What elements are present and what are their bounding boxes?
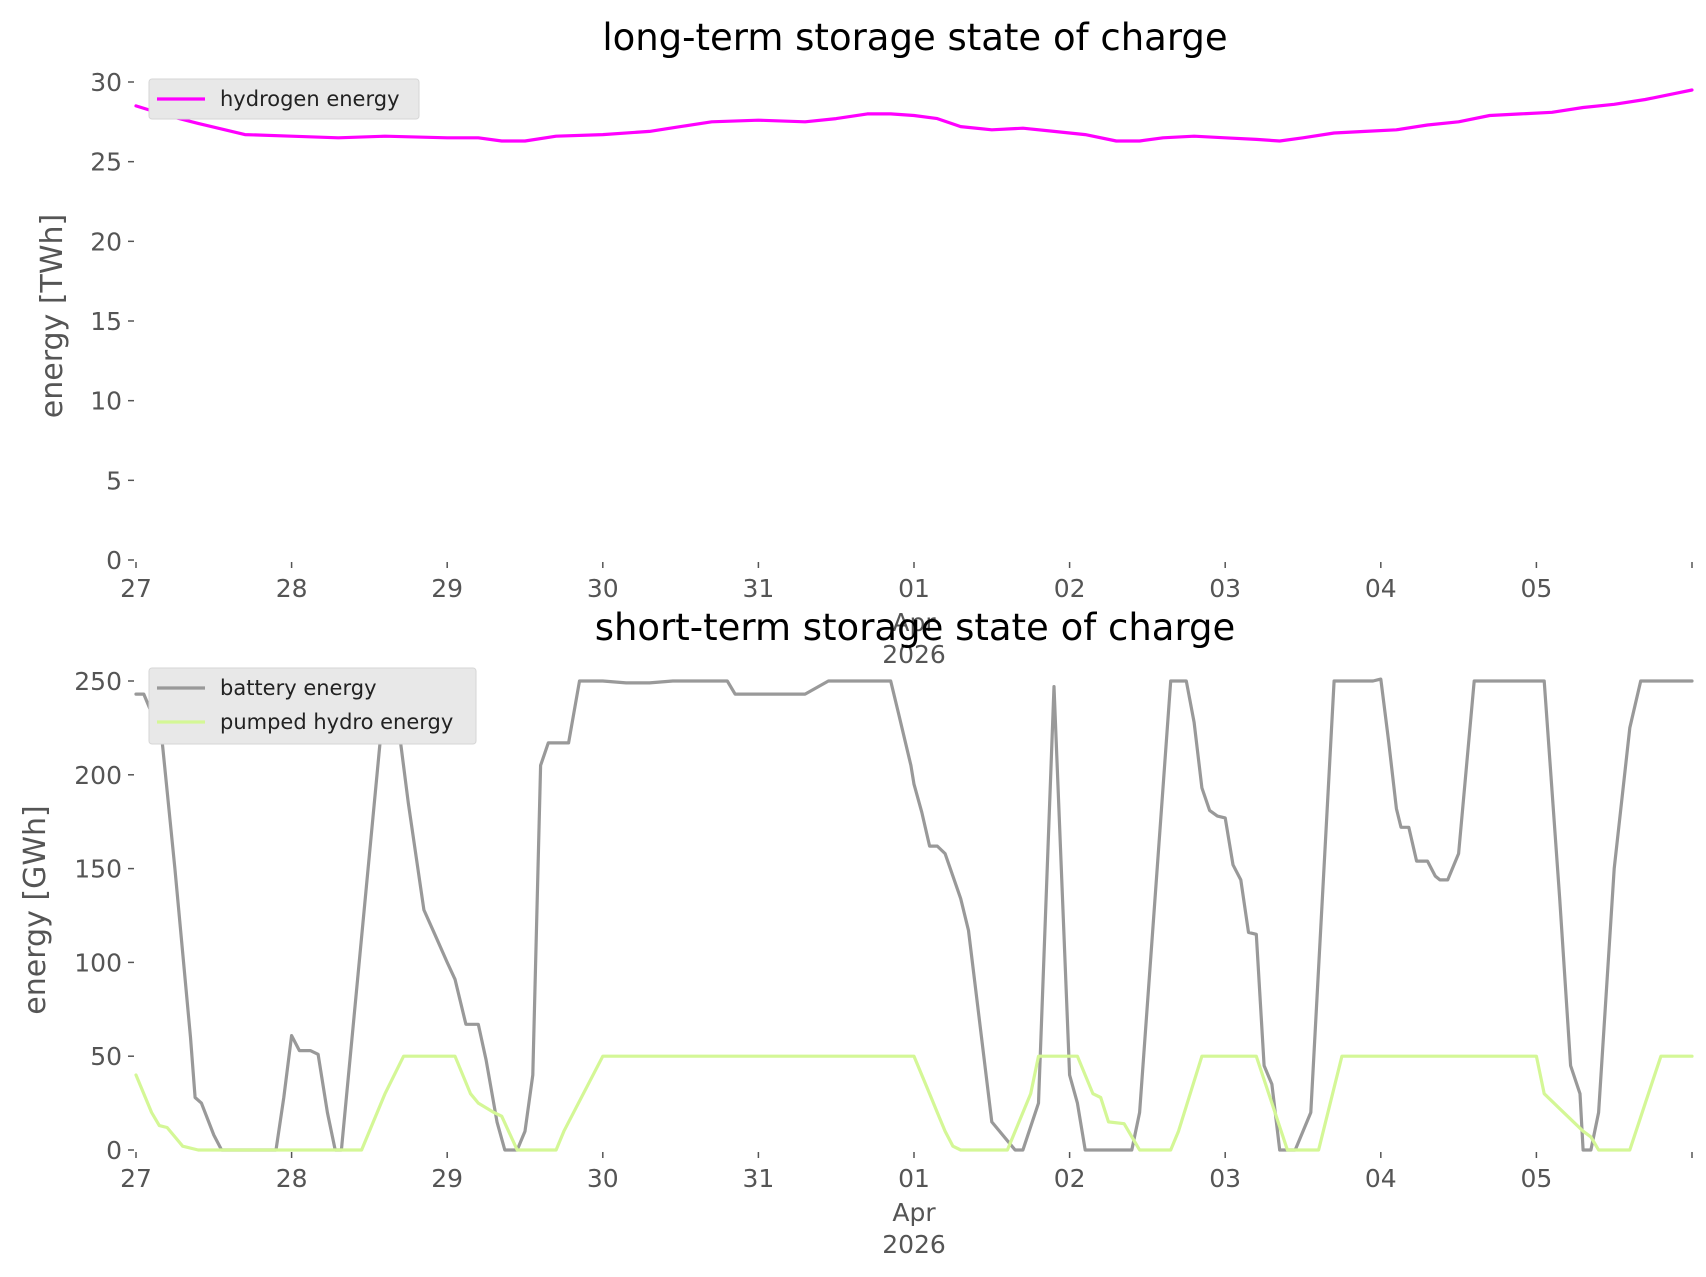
x-tick-label: 27 <box>120 1164 152 1193</box>
x-tick-month-label: Apr <box>892 1198 936 1227</box>
x-tick-label: 28 <box>276 1164 308 1193</box>
legend-label: hydrogen energy <box>220 87 400 111</box>
legend: battery energy pumped hydro energy <box>148 667 477 745</box>
x-tick-label: 29 <box>431 1164 463 1193</box>
x-tick-label: 30 <box>587 1164 619 1193</box>
x-tick-month-label: Apr <box>892 608 936 637</box>
short-term-storage-chart: short-term storage state of charge energ… <box>18 606 1694 1259</box>
x-tick-label: 05 <box>1520 574 1552 603</box>
x-tick-label: 03 <box>1209 1164 1241 1193</box>
x-tick-label: 31 <box>742 574 774 603</box>
y-tick-label: 10 <box>90 387 122 416</box>
x-tick-label: 27 <box>120 574 152 603</box>
y-axis-label: energy [GWh] <box>18 805 53 1014</box>
x-tick-label: 04 <box>1365 1164 1397 1193</box>
y-tick-label: 50 <box>90 1042 122 1071</box>
x-tick-label: 28 <box>276 574 308 603</box>
y-tick-label: 0 <box>106 546 122 575</box>
legend-box <box>148 667 477 745</box>
y-ticks: 0 50 100 150 200 250 <box>74 667 134 1165</box>
y-axis-label: energy [TWh] <box>35 214 70 418</box>
y-tick-label: 200 <box>74 761 122 790</box>
x-tick-label: 01 <box>898 574 930 603</box>
legend-label: battery energy <box>220 676 377 700</box>
series-lines <box>134 88 1694 143</box>
x-tick-label: 01 <box>898 1164 930 1193</box>
series-line-pumped-hydro-energy <box>134 1054 1694 1152</box>
y-tick-label: 30 <box>90 68 122 97</box>
x-tick-label: 03 <box>1209 574 1241 603</box>
legend: hydrogen energy <box>148 78 420 120</box>
x-tick-label: 05 <box>1520 1164 1552 1193</box>
x-tick-label: 04 <box>1365 574 1397 603</box>
x-tick-year-label: 2026 <box>882 1230 946 1259</box>
x-tick-label: 30 <box>587 574 619 603</box>
x-tick-label: 02 <box>1054 1164 1086 1193</box>
y-tick-label: 25 <box>90 148 122 177</box>
legend-label: pumped hydro energy <box>220 710 453 734</box>
chart-title: short-term storage state of charge <box>595 606 1236 649</box>
y-tick-label: 250 <box>74 667 122 696</box>
x-ticks: 27 28 29 30 31 01 Apr 2026 02 03 04 05 <box>120 1152 1693 1259</box>
y-tick-label: 5 <box>106 466 122 495</box>
y-tick-label: 100 <box>74 948 122 977</box>
chart-title: long-term storage state of charge <box>602 16 1227 59</box>
legend-box <box>148 78 420 120</box>
series-line-hydrogen-energy <box>134 88 1694 143</box>
y-ticks: 0 5 10 15 20 25 30 <box>90 68 134 575</box>
y-tick-label: 0 <box>106 1136 122 1165</box>
y-tick-label: 15 <box>90 307 122 336</box>
x-ticks: 27 28 29 30 31 01 Apr 2026 02 03 04 05 <box>120 562 1693 669</box>
series-lines <box>134 677 1694 1152</box>
x-tick-year-label: 2026 <box>882 640 946 669</box>
y-tick-label: 20 <box>90 227 122 256</box>
x-tick-label: 02 <box>1054 574 1086 603</box>
x-tick-label: 29 <box>431 574 463 603</box>
y-tick-label: 150 <box>74 855 122 884</box>
x-tick-label: 31 <box>742 1164 774 1193</box>
long-term-storage-chart: long-term storage state of charge energy… <box>35 16 1694 669</box>
